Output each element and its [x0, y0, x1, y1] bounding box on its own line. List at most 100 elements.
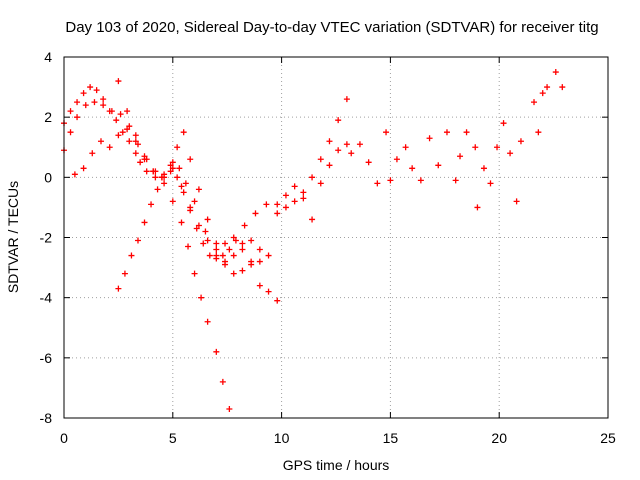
data-point [517, 138, 524, 145]
data-point [148, 201, 155, 208]
data-point [134, 237, 141, 244]
data-point [487, 180, 494, 187]
data-point [480, 165, 487, 172]
data-point [282, 192, 289, 199]
data-point [300, 189, 307, 196]
data-point [256, 258, 263, 265]
data-point [213, 246, 220, 253]
data-point [274, 210, 281, 217]
data-point [222, 258, 229, 265]
y-tick-label: -2 [40, 230, 53, 246]
y-tick-label: -8 [40, 410, 53, 426]
data-point [374, 180, 381, 187]
data-point [180, 189, 187, 196]
data-point [126, 138, 133, 145]
data-point [174, 174, 181, 181]
data-point [74, 114, 81, 121]
data-point [457, 153, 464, 160]
data-point [185, 243, 192, 250]
data-point [141, 219, 148, 226]
data-point [239, 240, 246, 247]
data-point [500, 120, 507, 127]
series-track-1 [61, 84, 350, 253]
x-axis-label: GPS time / hours [283, 457, 390, 473]
data-point [463, 129, 470, 136]
data-point [252, 210, 259, 217]
data-point [383, 129, 390, 136]
data-point [226, 405, 233, 412]
data-point [191, 198, 198, 205]
data-point [348, 150, 355, 157]
data-point [309, 216, 316, 223]
data-point [154, 186, 161, 193]
data-point [204, 318, 211, 325]
data-point [67, 129, 74, 136]
data-point [274, 201, 281, 208]
data-point [119, 129, 126, 136]
data-point [282, 204, 289, 211]
data-point [474, 204, 481, 211]
data-point [552, 69, 559, 76]
data-point [187, 207, 194, 214]
data-point [108, 108, 115, 115]
x-tick-label: 5 [169, 430, 177, 446]
x-tick-label: 20 [491, 430, 507, 446]
data-point [402, 144, 409, 151]
data-point [82, 102, 89, 109]
data-point [204, 216, 211, 223]
data-point [178, 183, 185, 190]
data-point [195, 186, 202, 193]
data-point [256, 282, 263, 289]
data-point [132, 150, 139, 157]
data-point [219, 252, 226, 259]
data-point [161, 180, 168, 187]
data-point [365, 159, 372, 166]
series-track-4 [71, 126, 281, 304]
data-point [219, 378, 226, 385]
data-point [169, 159, 176, 166]
data-point [263, 201, 270, 208]
data-points [61, 69, 566, 412]
data-point [239, 267, 246, 274]
data-point [200, 240, 207, 247]
data-point [106, 144, 113, 151]
data-point [89, 150, 96, 157]
data-point [300, 195, 307, 202]
data-point [132, 132, 139, 139]
data-point [256, 246, 263, 253]
plot-frame [63, 56, 609, 419]
data-point [124, 126, 131, 133]
data-point [239, 246, 246, 253]
data-point [544, 84, 551, 91]
data-point [326, 162, 333, 169]
data-point [191, 270, 198, 277]
data-point [387, 177, 394, 184]
series-segments-late [348, 69, 566, 211]
data-point [121, 270, 128, 277]
data-point [317, 180, 324, 187]
data-point [291, 198, 298, 205]
data-point [222, 240, 229, 247]
data-point [535, 129, 542, 136]
data-point [167, 162, 174, 169]
data-point [115, 132, 122, 139]
data-point [195, 222, 202, 229]
tick-labels: 0 5 10 15 20 25 -8 -6 -4 -2 0 2 4 [40, 49, 616, 446]
data-point [182, 180, 189, 187]
data-point [265, 252, 272, 259]
data-point [93, 87, 100, 94]
data-point [174, 144, 181, 151]
data-point [230, 270, 237, 277]
data-point [291, 183, 298, 190]
data-point [248, 237, 255, 244]
data-point [193, 225, 200, 232]
data-point [141, 156, 148, 163]
data-point [187, 156, 194, 163]
data-point [74, 99, 81, 106]
data-point [213, 240, 220, 247]
y-tick-label: 2 [44, 109, 52, 125]
data-point [343, 141, 350, 148]
data-point [230, 252, 237, 259]
data-point [326, 138, 333, 145]
